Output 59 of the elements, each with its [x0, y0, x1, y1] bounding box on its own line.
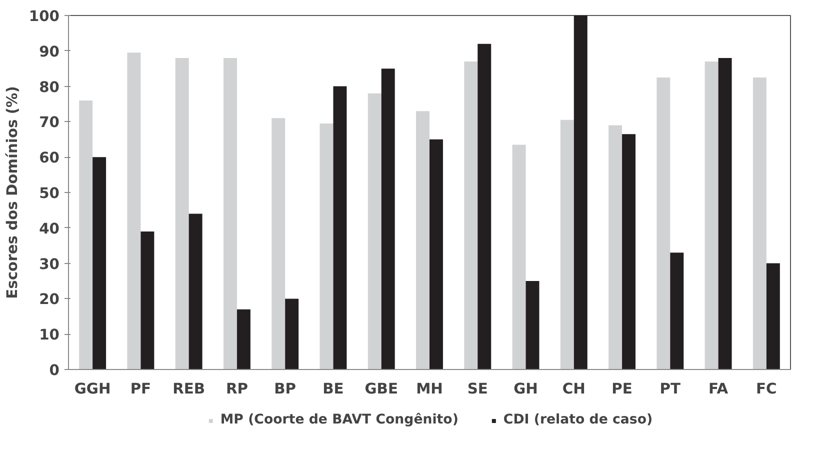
legend-label: MP (Coorte de BAVT Congênito): [220, 412, 458, 428]
x-tick-label: GH: [514, 380, 538, 398]
x-tick-label: REB: [172, 380, 206, 398]
y-tick-label: 30: [39, 256, 60, 273]
bar: [560, 120, 574, 370]
bar: [223, 58, 237, 370]
y-tick-label: 100: [28, 8, 60, 25]
bar: [92, 157, 106, 370]
bar: [175, 58, 189, 370]
y-tick-label: 0: [49, 362, 60, 379]
bar: [464, 62, 478, 370]
bar: [333, 86, 347, 370]
bar: [236, 309, 250, 370]
x-tick-label: GGH: [74, 380, 111, 398]
y-tick-label: 50: [39, 185, 60, 202]
y-tick-label: 80: [39, 78, 60, 96]
legend-label: CDI (relato de caso): [503, 412, 653, 428]
x-tick-label: BP: [274, 380, 296, 398]
bar: [285, 298, 299, 370]
bar: [574, 16, 588, 370]
y-tick-label: 40: [39, 220, 60, 238]
x-tick-label: FA: [708, 380, 729, 398]
bar: [127, 52, 141, 370]
x-tick-label: PE: [612, 380, 632, 398]
bar: [526, 281, 540, 370]
y-axis-title: Escores dos Domínios (%): [4, 86, 21, 299]
bar: [622, 134, 636, 370]
bar: [140, 231, 154, 370]
x-tick-label: FC: [756, 380, 777, 398]
x-tick-label: BE: [322, 380, 344, 398]
y-tick-label: 60: [39, 150, 60, 167]
bar: [272, 118, 286, 370]
bar: [512, 144, 526, 370]
bar: [381, 68, 395, 370]
bar: [368, 93, 382, 370]
bar: [718, 58, 732, 370]
x-tick-label: RP: [226, 380, 248, 398]
x-tick-label: CH: [562, 380, 586, 398]
bar: [766, 263, 780, 370]
y-tick-label: 10: [39, 326, 60, 344]
bar: [188, 214, 202, 370]
bar: [656, 77, 670, 370]
x-tick-label: PT: [660, 380, 681, 398]
bar: [478, 44, 492, 370]
bar: [670, 252, 684, 370]
y-tick-label: 20: [39, 291, 60, 308]
x-tick-label: PF: [130, 380, 152, 398]
bar: [320, 123, 334, 370]
bar: [752, 77, 766, 370]
bar: [430, 139, 443, 370]
x-tick-label: MH: [416, 380, 443, 398]
bar: [79, 100, 93, 370]
x-tick-label: GBE: [364, 380, 398, 398]
bar: [416, 111, 430, 370]
y-tick-label: 90: [39, 43, 60, 60]
x-tick-label: SE: [467, 380, 488, 398]
bar: [704, 62, 718, 370]
y-tick-label: 70: [39, 114, 60, 132]
bar: [608, 125, 622, 370]
